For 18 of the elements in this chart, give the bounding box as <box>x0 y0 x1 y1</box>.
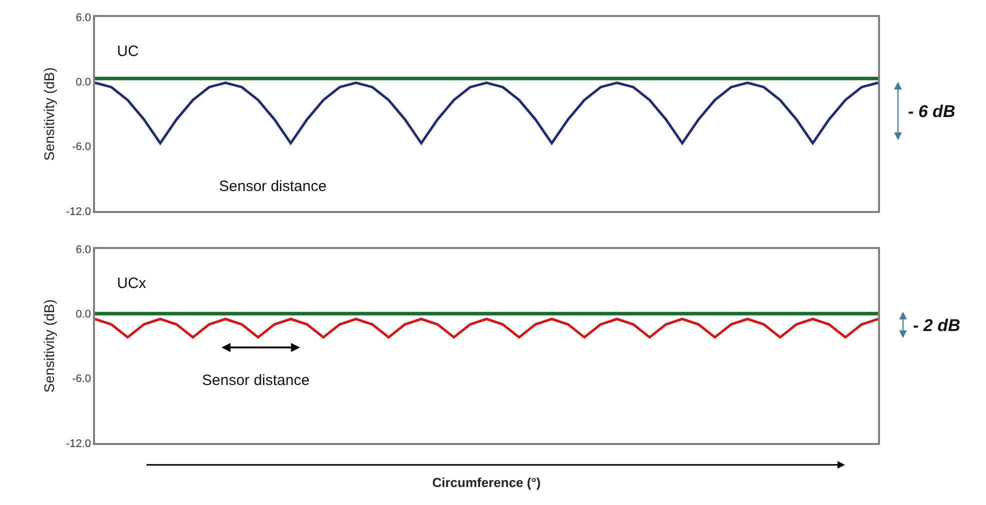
y-tick-label: 6.0 <box>76 244 92 256</box>
annotation: UCx <box>117 275 147 292</box>
y-tick-label: 6.0 <box>76 12 92 24</box>
y-tick-label: 0.0 <box>76 308 92 320</box>
annotation: Sensor distance <box>219 178 327 195</box>
line-series <box>95 82 878 144</box>
y-tick-label: -6.0 <box>72 373 92 386</box>
x-axis-title: Circumference (°) <box>432 474 541 490</box>
annotation: UC <box>117 43 139 60</box>
y-tick-label: -12.0 <box>66 206 92 218</box>
text: - 6 dB <box>908 102 956 121</box>
text: - 2 dB <box>913 316 960 335</box>
annotation: Sensor distance <box>202 372 310 389</box>
y-axis-title: Sensitivity (dB) <box>41 299 58 393</box>
y-tick-label: -12.0 <box>66 438 92 450</box>
y-tick-label: 0.0 <box>76 76 92 89</box>
y-tick-label: -6.0 <box>72 141 92 154</box>
y-axis-title: Sensitivity (dB) <box>41 67 58 161</box>
